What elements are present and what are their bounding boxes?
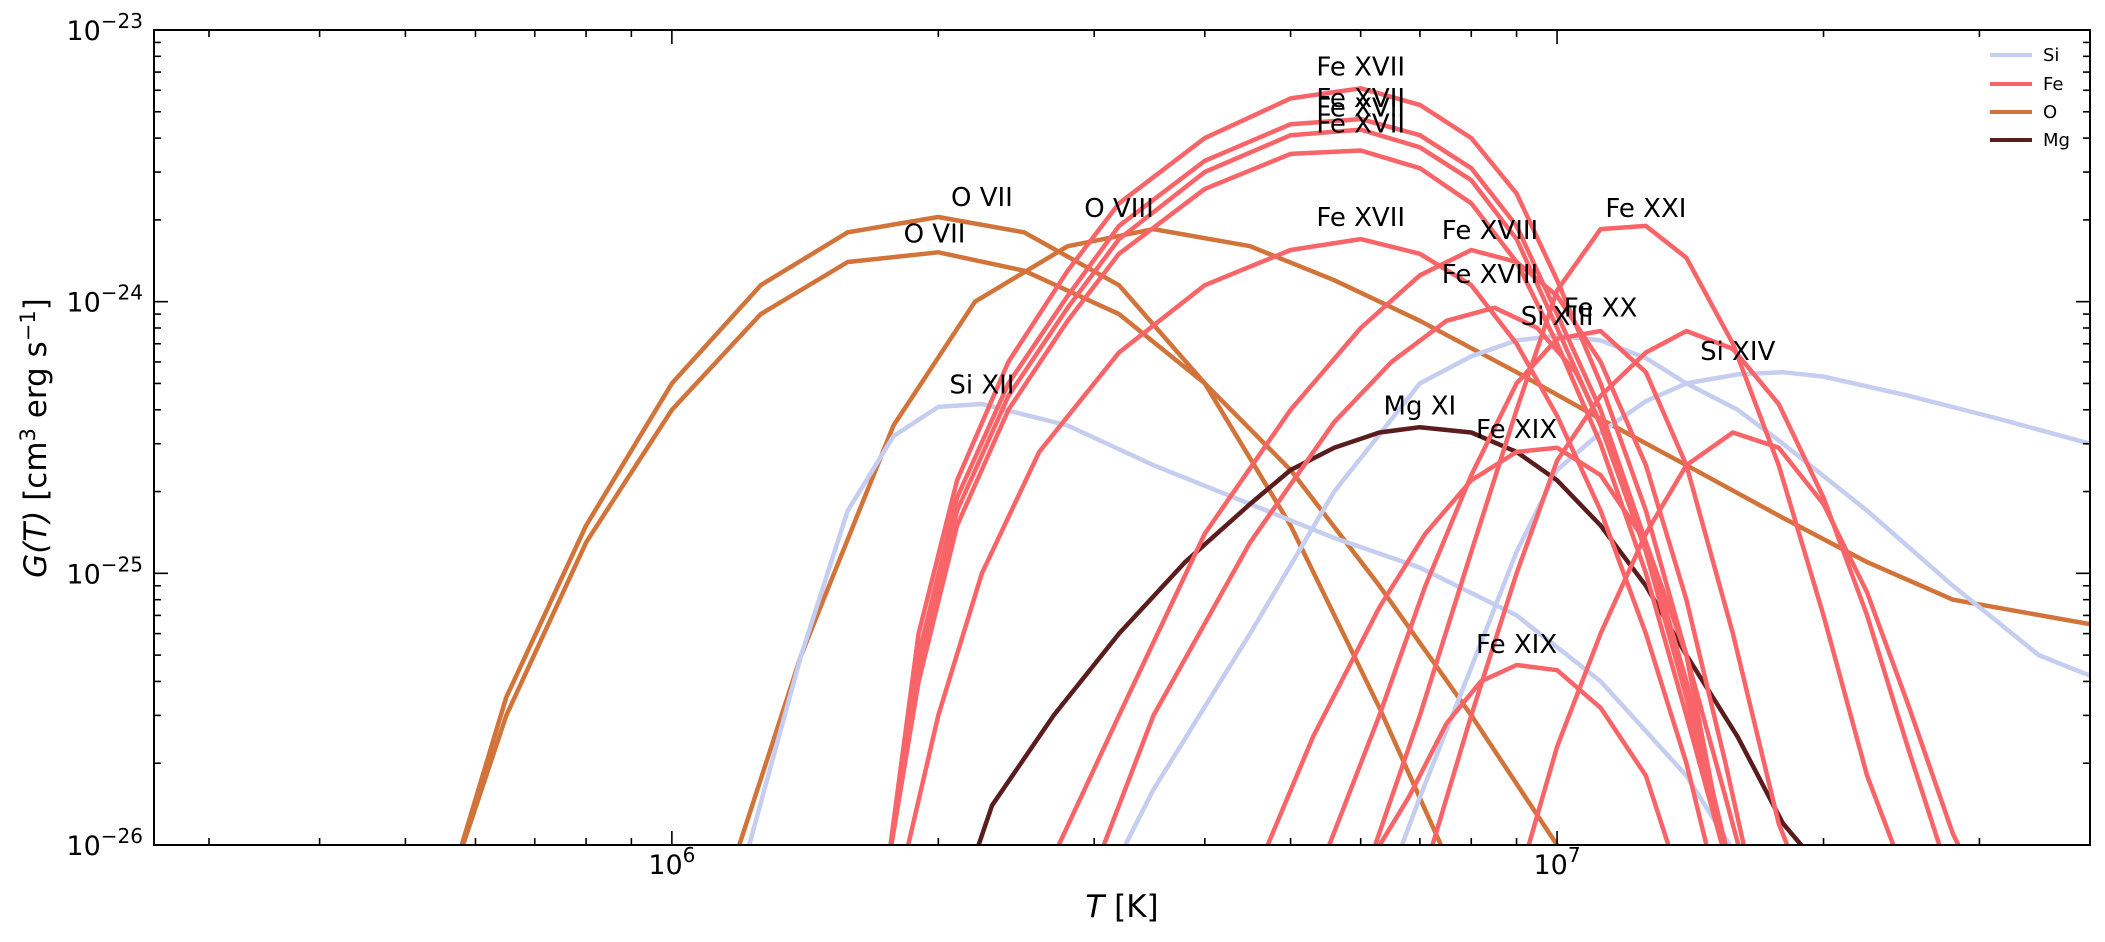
curve-fe-fe-xix-15 xyxy=(1377,662,1671,845)
curve-fe-fe-xvii-8 xyxy=(888,127,1725,845)
curve-o-o-viii-2 xyxy=(736,226,2090,845)
curve-label: O VII xyxy=(951,183,1013,213)
curve-label: Fe XVII xyxy=(1316,53,1405,83)
curve-fe-fe-xvii-10 xyxy=(888,86,1726,845)
curve-fe-fe-xxi-17 xyxy=(1372,223,1896,845)
legend-label-o: O xyxy=(2043,102,2057,123)
legend-label-fe: Fe xyxy=(2043,74,2063,95)
curve-label: Mg XI xyxy=(1384,391,1457,421)
curve-fe-fe-xxii-18 xyxy=(1430,328,1942,845)
curve-label: Fe XIX xyxy=(1476,630,1557,660)
x-tick-label: 107 xyxy=(1534,843,1581,881)
plot-frame xyxy=(153,29,2091,846)
x-axis-title: T [K] xyxy=(1085,889,1158,925)
curve-label: Fe XVIII xyxy=(1442,260,1538,290)
curve-fe-fe-xix-14 xyxy=(1265,445,1741,845)
legend: Si Fe O Mg xyxy=(1990,45,2070,151)
curve-label: Fe XVII xyxy=(1316,109,1405,139)
x-tick-label: 106 xyxy=(648,843,695,881)
curve-fe-fe-xvii-7 xyxy=(889,148,1725,845)
y-tick-label: 10−24 xyxy=(66,281,143,319)
y-axis-title: G(T) [cm3 erg s−1] xyxy=(16,298,54,578)
curve-label: O VIII xyxy=(1084,194,1154,224)
curve-label: O VII xyxy=(904,220,966,250)
y-tick-label: 10−26 xyxy=(66,824,143,862)
curve-fe-fe-xvii-11 xyxy=(905,236,1709,845)
axis-ticks: 106 107 10−26 10−25 10−24 10−23 xyxy=(66,9,2091,881)
curve-si-si-xiv-5 xyxy=(1399,369,2090,845)
legend-label-mg: Mg xyxy=(2043,130,2070,151)
curve-label: Si XII xyxy=(949,370,1014,400)
curve-label: Fe XX xyxy=(1564,294,1637,324)
curve-label: Fe XVII xyxy=(1316,203,1405,233)
curve-label: Si XIV xyxy=(1700,337,1775,367)
y-tick-label: 10−23 xyxy=(66,9,143,47)
curve-fe-fe-xviii-12 xyxy=(1056,247,1747,845)
curve-fe-fe-xx-16 xyxy=(1326,328,1790,845)
curve-label: Si XIII xyxy=(1521,302,1594,332)
curve-label: Fe XXI xyxy=(1605,194,1686,224)
curve-label: Fe XIX xyxy=(1476,415,1557,445)
curve-o-o-vii-1 xyxy=(459,214,1444,845)
y-tick-label: 10−25 xyxy=(66,552,143,590)
curve-si-si-xiii-4 xyxy=(1122,333,2090,845)
curve-label: Fe XVIII xyxy=(1442,216,1538,246)
curve-fe-fe-xxiii-19 xyxy=(1526,430,1961,845)
curve-label: Fe XVII xyxy=(1316,94,1405,124)
curve-label: Fe XVII xyxy=(1316,84,1405,114)
legend-label-si: Si xyxy=(2043,45,2059,66)
curve-si-si-xii-3 xyxy=(746,401,1733,845)
plot-curves xyxy=(459,86,2090,845)
